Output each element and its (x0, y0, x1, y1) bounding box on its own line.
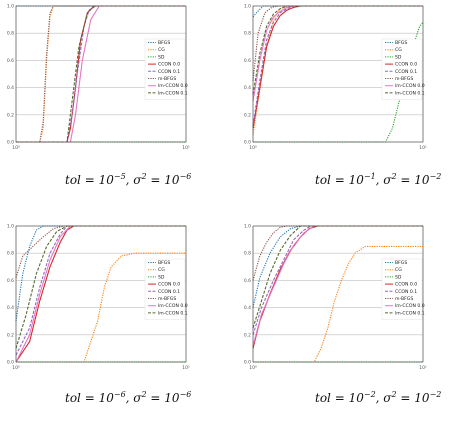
legend-box (381, 38, 423, 100)
legend-label: lm-CCON 0.0 (395, 83, 425, 89)
legend-label: BFGS (158, 260, 170, 266)
x-tick-label: 10⁰ (249, 145, 257, 151)
caption-3: tol = 10−6, σ2 = 10−6 (65, 390, 192, 405)
x-tick-label: 10¹ (419, 365, 427, 371)
legend-label: BFGS (395, 40, 407, 46)
plot-frame (15, 225, 187, 363)
y-tick-label: 1.0 (7, 224, 14, 230)
x-tick-label: 10¹ (419, 145, 427, 151)
y-tick-label: 0.4 (7, 85, 14, 91)
plot-frame (252, 5, 424, 143)
y-tick-label: 0.8 (7, 251, 14, 257)
legend-label: lm-CCON 0.1 (158, 310, 188, 316)
legend-label: CCON 0.1 (395, 69, 417, 75)
legend-label: CG (395, 47, 402, 53)
series-line-cg (253, 245, 423, 363)
plot-frame (15, 5, 187, 143)
y-tick-label: 0.4 (244, 85, 251, 91)
y-tick-label: 0.6 (244, 278, 251, 284)
legend-label: lm-CCON 0.1 (395, 90, 425, 96)
y-tick-label: 0.2 (7, 332, 14, 338)
y-tick-label: 1.0 (244, 4, 251, 10)
legend-label: lm-CCON 0.1 (158, 90, 188, 96)
y-tick-label: 0.2 (244, 112, 251, 118)
legend-label: m-BFGS (395, 296, 413, 302)
x-tick-label: 10¹ (182, 365, 190, 371)
legend-label: CCON 0.1 (158, 289, 180, 295)
y-tick-label: 0.4 (7, 305, 14, 311)
chart-panel-2: 0.0 0.2 0.4 0.6 0.8 1.0 10⁰ 10¹ BFGS CG SD CCON 0.0… (237, 0, 474, 205)
sigma-symbol: σ (133, 173, 142, 187)
legend-label: lm-CCON 0.0 (158, 83, 188, 89)
legend-label: CG (395, 267, 402, 273)
x-tick-label: 10⁰ (12, 145, 20, 151)
y-tick-label: 1.0 (244, 224, 251, 230)
tol-symbol: tol (65, 173, 81, 187)
x-tick-label: 10¹ (182, 145, 190, 151)
legend-box (144, 38, 186, 100)
y-tick-label: 0.6 (7, 58, 14, 64)
x-tick-label: 10⁰ (12, 365, 20, 371)
legend-label: CCON 0.1 (395, 289, 417, 295)
series-line-lm-ccon-0-0 (252, 225, 423, 346)
series-line-cg (16, 252, 186, 363)
legend-label: BFGS (158, 40, 170, 46)
legend-label: CG (158, 47, 165, 53)
y-tick-label: 1.0 (7, 4, 14, 10)
caption-1: tol = 10−5, σ2 = 10−6 (65, 172, 192, 187)
legend-label: lm-CCON 0.0 (158, 303, 188, 309)
legend-label: lm-CCON 0.1 (395, 310, 425, 316)
legend-label: lm-CCON 0.0 (395, 303, 425, 309)
legend-label: m-BFGS (395, 76, 413, 82)
chart-panel-4: 0.0 0.2 0.4 0.6 0.8 1.0 10⁰ 10¹ BFGS CG SD CCON 0.0… (237, 220, 474, 423)
y-tick-label: 0.0 (7, 140, 14, 146)
y-tick-label: 0.2 (244, 332, 251, 338)
y-tick-label: 0.8 (244, 251, 251, 257)
series-line-m-bfgs (15, 225, 186, 278)
y-tick-label: 0.0 (244, 140, 251, 146)
caption-4: tol = 10−2, σ2 = 10−2 (315, 390, 442, 405)
y-tick-label: 0.4 (244, 305, 251, 311)
legend-label: m-BFGS (158, 76, 176, 82)
y-tick-label: 0.8 (7, 31, 14, 37)
y-tick-label: 0.6 (7, 278, 14, 284)
legend-label: BFGS (395, 260, 407, 266)
plot-frame (252, 225, 424, 363)
legend-box (144, 258, 186, 320)
legend-label: CCON 0.0 (395, 282, 417, 288)
legend-label: CG (158, 267, 165, 273)
y-tick-label: 0.0 (7, 360, 14, 366)
legend-box (381, 258, 423, 320)
legend-label: CCON 0.0 (395, 62, 417, 68)
y-tick-label: 0.6 (244, 58, 251, 64)
legend-label: SD (395, 54, 402, 60)
series-line-ccon-0-1 (252, 225, 423, 335)
chart-panel-3: 0.0 0.2 0.4 0.6 0.8 1.0 10⁰ 10¹ BFGS CG SD CCON 0.0… (0, 220, 237, 423)
y-tick-label: 0.0 (244, 360, 251, 366)
x-tick-label: 10⁰ (249, 365, 257, 371)
series-line-ccon-0-0 (15, 225, 186, 363)
legend-label: CCON 0.1 (158, 69, 180, 75)
y-tick-label: 0.2 (7, 112, 14, 118)
caption-2: tol = 10−1, σ2 = 10−2 (315, 172, 442, 187)
legend-label: CCON 0.0 (158, 282, 180, 288)
legend-label: SD (158, 274, 165, 280)
y-tick-label: 0.8 (244, 31, 251, 37)
legend-label: SD (395, 274, 402, 280)
legend-label: CCON 0.0 (158, 62, 180, 68)
legend-label: SD (158, 54, 165, 60)
legend-label: m-BFGS (158, 296, 176, 302)
chart-panel-1: 0.0 0.2 0.4 0.6 0.8 1.0 10⁰ 10¹ BFGS CG SD CCON 0.0… (0, 0, 237, 205)
